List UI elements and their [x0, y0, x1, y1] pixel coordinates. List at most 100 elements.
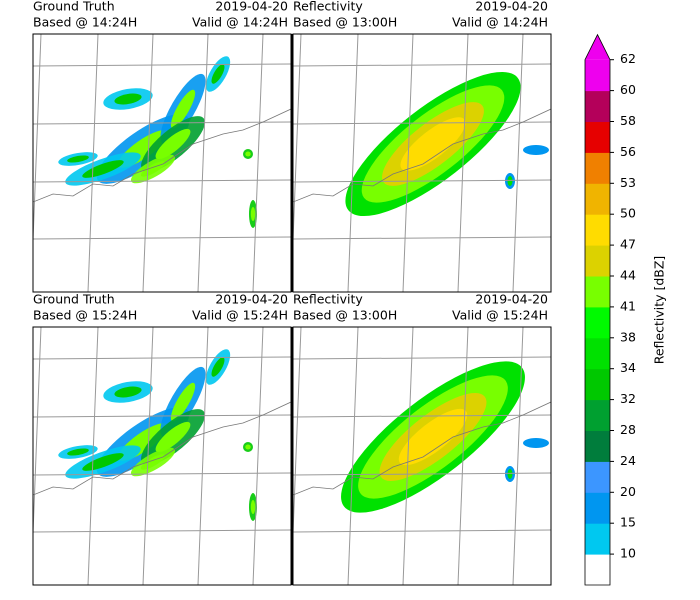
colorbar-bin — [585, 183, 610, 215]
parallel — [293, 121, 551, 125]
colorbar-tick-label: 38 — [620, 329, 636, 344]
colorbar-bin — [585, 121, 610, 153]
radar-echo — [523, 438, 549, 448]
meridian — [33, 34, 42, 254]
map-content — [293, 34, 578, 292]
panel-title-left: Reflectivity — [293, 0, 363, 14]
colorbar-bin — [585, 306, 610, 339]
colorbar-bin — [585, 368, 610, 401]
parallel — [33, 179, 291, 183]
meridian — [252, 34, 264, 292]
panel-title-left: Based @ 13:00H — [293, 15, 397, 30]
meridian — [252, 327, 264, 585]
panel-title-right: Valid @ 14:24H — [192, 15, 288, 30]
colorbar-bin — [585, 214, 610, 246]
colorbar-frame — [584, 33, 611, 586]
meridian — [568, 327, 578, 585]
colorbar-tick-label: 47 — [620, 237, 636, 252]
radar-echo — [155, 128, 191, 160]
colorbar-bin — [585, 461, 610, 493]
meridian — [308, 327, 318, 585]
panel-title-right: Valid @ 15:24H — [452, 308, 548, 323]
colorbar-tick-label: 32 — [620, 391, 636, 406]
parallel — [33, 472, 291, 476]
colorbar-bin — [585, 152, 610, 184]
radar-echo — [250, 207, 256, 221]
map-content — [33, 34, 318, 292]
meridian — [87, 327, 99, 585]
radar-echo — [245, 151, 251, 157]
parallel — [33, 121, 291, 125]
meridian — [347, 327, 359, 585]
colorbar-tick-label: 50 — [620, 206, 636, 221]
colorbar-tick-label: 34 — [620, 360, 636, 375]
colorbar-bin — [585, 430, 610, 462]
panel-title-right: 2019-04-20 — [475, 0, 548, 14]
meridian — [308, 34, 318, 292]
colorbar-tick-label: 24 — [620, 453, 636, 468]
meridian — [457, 327, 469, 585]
meridian — [293, 327, 302, 547]
colorbar-tick-label: 20 — [620, 484, 636, 499]
meridian — [142, 34, 154, 292]
panel-title-left: Based @ 13:00H — [293, 308, 397, 323]
colorbar-bin — [585, 59, 610, 92]
meridian — [402, 327, 414, 585]
coastline — [33, 108, 291, 203]
colorbar-bin — [585, 492, 610, 524]
coastline — [33, 401, 291, 496]
meridian — [293, 34, 302, 254]
panel-title-left: Ground Truth — [33, 0, 115, 14]
colorbar-tick-label: 62 — [620, 51, 636, 66]
colorbar-bin — [585, 276, 610, 308]
radar-echo — [211, 64, 225, 84]
meridian — [197, 327, 209, 585]
colorbar-tick-label: 15 — [620, 515, 636, 530]
radar-echo — [250, 500, 256, 514]
colorbar-bin — [585, 399, 610, 431]
radar-echo — [114, 93, 142, 105]
radar-echo — [245, 444, 251, 450]
radar-echo — [114, 386, 142, 398]
colorbar-tick-label: 60 — [620, 82, 636, 97]
parallel — [293, 472, 551, 476]
radar-echo — [398, 408, 468, 466]
radar-echo — [67, 155, 89, 163]
colorbar-label: Reflectivity [dBZ] — [652, 256, 667, 365]
colorbar-bin — [585, 523, 610, 555]
radar-echo — [211, 357, 225, 377]
parallel — [293, 236, 551, 240]
radar-echo — [523, 145, 549, 155]
colorbar-bin — [585, 554, 610, 585]
meridian — [87, 34, 99, 292]
parallel — [293, 63, 551, 67]
meridian — [33, 327, 42, 547]
meridian — [457, 34, 469, 292]
panel-title-left: Ground Truth — [33, 292, 115, 307]
radar-echo — [67, 448, 89, 456]
meridian — [512, 327, 524, 585]
parallel — [33, 236, 291, 240]
parallel — [293, 414, 551, 418]
meridian — [347, 34, 359, 292]
parallel — [33, 414, 291, 418]
radar-echo — [400, 117, 466, 171]
parallel — [293, 179, 551, 183]
radar-echo — [155, 421, 191, 453]
map-content — [293, 327, 578, 585]
colorbar-bin — [585, 337, 610, 370]
colorbar-tick-label: 53 — [620, 175, 636, 190]
panel-title-right: Valid @ 15:24H — [192, 308, 288, 323]
panel-title-right: 2019-04-20 — [215, 0, 288, 14]
parallel — [293, 529, 551, 533]
panel-title-left: Based @ 15:24H — [33, 308, 137, 323]
panel-title-left: Reflectivity — [293, 292, 363, 307]
colorbar-tick-label: 56 — [620, 144, 636, 159]
map-content — [33, 327, 318, 585]
meridian — [568, 34, 578, 292]
